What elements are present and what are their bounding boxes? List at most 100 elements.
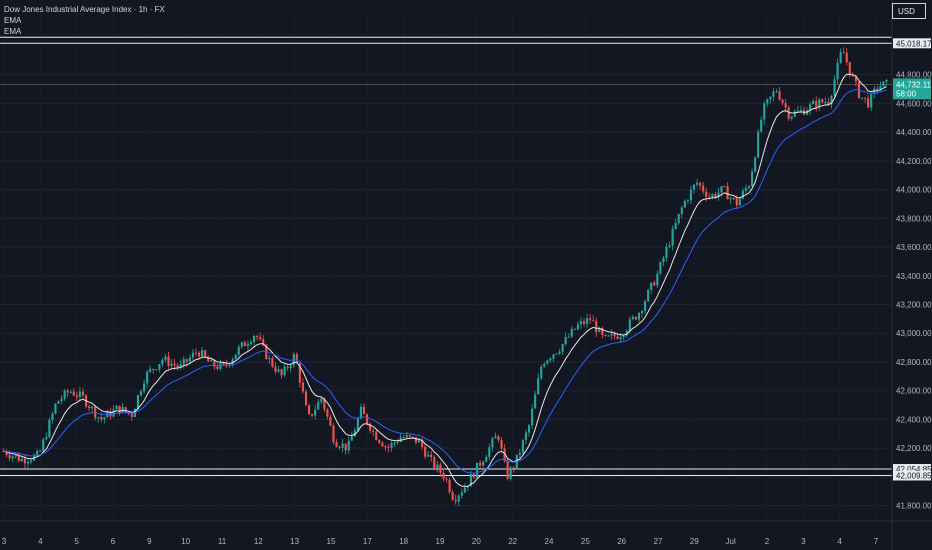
level-low-2-badge: 42,009.85: [896, 471, 932, 480]
candle-body: [424, 446, 427, 457]
candle-body: [417, 439, 421, 443]
time-tick-label: 6: [111, 537, 116, 546]
time-tick-label: 7: [874, 537, 879, 546]
candle-body: [564, 336, 567, 345]
candle-body: [88, 406, 91, 409]
ema-indicator-1[interactable]: EMA: [4, 16, 22, 25]
candle-body: [854, 76, 857, 82]
candle-body: [268, 358, 271, 360]
candle-body: [237, 346, 240, 355]
candle-body: [344, 443, 347, 451]
time-tick-label: 10: [181, 537, 190, 546]
candle-body: [384, 446, 387, 448]
candle-body: [812, 101, 815, 105]
ema-fast-line: [3, 73, 887, 487]
candle-body: [885, 80, 888, 82]
time-tick-label: 12: [254, 537, 263, 546]
candle-body: [36, 450, 39, 455]
candle-body: [549, 358, 552, 361]
candle-body: [81, 391, 85, 396]
candle-body: [100, 417, 103, 420]
candle-body: [347, 440, 350, 451]
candle-body: [194, 352, 198, 354]
candle-body: [479, 462, 482, 466]
currency-button[interactable]: USD: [892, 3, 926, 19]
candle-body: [705, 191, 708, 197]
candle-body: [534, 394, 537, 409]
candle-body: [142, 383, 146, 392]
time-tick-label: 9: [147, 537, 152, 546]
ema-indicator-2[interactable]: EMA: [4, 27, 22, 36]
candle-body: [338, 447, 341, 449]
candle-body: [601, 328, 604, 335]
time-axis[interactable]: 3 4 5 6 9 10 11 12 13 15 17 18 19 20 22 24 25 26 27 29 Jul 2 3…: [0, 520, 932, 546]
candle-body: [839, 52, 842, 63]
candle-body: [155, 369, 158, 371]
candle-body: [509, 467, 512, 479]
candle-body: [216, 366, 219, 369]
candle-body: [329, 416, 332, 426]
candle-body: [372, 430, 375, 432]
candle-body: [882, 81, 885, 87]
candle-body: [634, 316, 638, 320]
candle-body: [711, 194, 714, 198]
candle-body: [17, 455, 20, 462]
candle-body: [729, 198, 732, 200]
candle-body: [201, 350, 204, 357]
candle-body: [256, 335, 259, 338]
candle-body: [451, 492, 454, 500]
time-tick-label: 4: [837, 537, 842, 546]
candle-body: [821, 99, 824, 103]
candle-body: [332, 425, 335, 443]
candle-body: [57, 400, 60, 404]
candle-body: [552, 354, 555, 359]
candle-body: [20, 458, 23, 462]
time-tick-label: 27: [654, 537, 663, 546]
candle-body: [356, 418, 359, 431]
candle-body: [879, 86, 882, 90]
candle-body: [760, 119, 763, 132]
price-tick-label: 43,800.00: [896, 214, 932, 223]
candle-body: [170, 363, 173, 366]
candle-body: [167, 356, 170, 366]
time-tick-label: 22: [508, 537, 517, 546]
candle-body: [158, 364, 161, 370]
candle-body: [8, 455, 11, 459]
candle-body: [399, 437, 402, 442]
candle-body: [576, 324, 579, 330]
candle-body: [616, 336, 619, 339]
symbol-title[interactable]: Dow Jones Industrial Average Index · 1h …: [4, 5, 165, 14]
candle-body: [592, 320, 595, 322]
candle-body: [350, 436, 353, 441]
candle-body: [45, 437, 48, 440]
candle-body: [182, 359, 185, 365]
price-tick-label: 44,400.00: [896, 128, 932, 137]
candle-body: [341, 443, 344, 448]
candle-body: [867, 98, 870, 108]
candle-body: [555, 353, 558, 355]
candle-body: [164, 356, 167, 360]
candle-body: [213, 360, 216, 367]
candle-body: [521, 440, 524, 453]
time-tick-label: 3: [2, 537, 7, 546]
chart-grid: [0, 10, 892, 520]
candle-body: [686, 200, 689, 202]
candle-body: [631, 316, 634, 320]
candle-body: [754, 157, 757, 172]
candle-body: [274, 366, 277, 372]
candle-body: [414, 437, 418, 443]
candle-body: [124, 406, 127, 413]
candle-body: [197, 352, 201, 357]
candle-body: [757, 131, 760, 158]
candle-body: [726, 186, 729, 200]
chart-legend: Dow Jones Industrial Average Index · 1h …: [4, 4, 165, 37]
time-tick-label: 13: [290, 537, 299, 546]
time-tick-label: Jul: [726, 537, 736, 546]
time-tick-label: 2: [765, 537, 770, 546]
candle-body: [191, 352, 195, 358]
candle-body: [243, 342, 246, 347]
time-tick-label: 5: [74, 537, 79, 546]
candle-body: [51, 413, 54, 420]
time-tick-label: 18: [399, 537, 408, 546]
